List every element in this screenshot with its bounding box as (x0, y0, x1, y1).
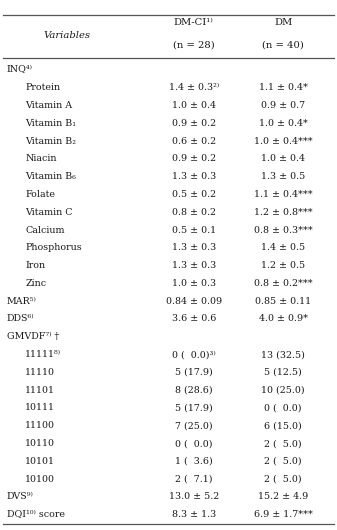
Text: 0 (  0.0): 0 ( 0.0) (175, 439, 213, 448)
Text: 5 (17.9): 5 (17.9) (175, 403, 213, 412)
Text: INQ⁴⁾: INQ⁴⁾ (7, 65, 33, 74)
Text: 10110: 10110 (25, 439, 55, 448)
Text: DDS⁶⁾: DDS⁶⁾ (7, 314, 34, 323)
Text: 1.1 ± 0.4*: 1.1 ± 0.4* (258, 83, 308, 92)
Text: 2 (  5.0): 2 ( 5.0) (264, 457, 302, 466)
Text: Variables: Variables (44, 31, 91, 40)
Text: Iron: Iron (25, 261, 45, 270)
Text: 15.2 ± 4.9: 15.2 ± 4.9 (258, 492, 308, 501)
Text: 0.9 ± 0.2: 0.9 ± 0.2 (172, 154, 216, 163)
Text: 0.85 ± 0.11: 0.85 ± 0.11 (255, 297, 311, 306)
Text: 1.0 ± 0.4***: 1.0 ± 0.4*** (254, 137, 312, 146)
Text: 1.0 ± 0.4: 1.0 ± 0.4 (261, 154, 305, 163)
Text: (n = 28): (n = 28) (173, 41, 215, 49)
Text: DVS⁹⁾: DVS⁹⁾ (7, 492, 34, 501)
Text: DQI¹⁰⁾ score: DQI¹⁰⁾ score (7, 510, 65, 519)
Text: 0.9 ± 0.2: 0.9 ± 0.2 (172, 119, 216, 128)
Text: 10111: 10111 (25, 403, 55, 412)
Text: 4.0 ± 0.9*: 4.0 ± 0.9* (258, 314, 308, 323)
Text: Phosphorus: Phosphorus (25, 243, 82, 252)
Text: 5 (12.5): 5 (12.5) (264, 368, 302, 377)
Text: 2 (  7.1): 2 ( 7.1) (175, 475, 213, 484)
Text: Calcium: Calcium (25, 225, 65, 234)
Text: 2 (  5.0): 2 ( 5.0) (264, 475, 302, 484)
Text: 6 (15.0): 6 (15.0) (264, 421, 302, 430)
Text: 1 (  3.6): 1 ( 3.6) (175, 457, 213, 466)
Text: 8 (28.6): 8 (28.6) (175, 386, 213, 395)
Text: 10101: 10101 (25, 457, 55, 466)
Text: 1.4 ± 0.5: 1.4 ± 0.5 (261, 243, 305, 252)
Text: (n = 40): (n = 40) (262, 41, 304, 49)
Text: Protein: Protein (25, 83, 60, 92)
Text: Folate: Folate (25, 190, 55, 199)
Text: 1.2 ± 0.8***: 1.2 ± 0.8*** (254, 208, 312, 217)
Text: Vitamin C: Vitamin C (25, 208, 73, 217)
Text: 0.8 ± 0.3***: 0.8 ± 0.3*** (254, 225, 312, 234)
Text: GMVDF⁷⁾ †: GMVDF⁷⁾ † (7, 332, 59, 341)
Text: 10 (25.0): 10 (25.0) (261, 386, 305, 395)
Text: 0.8 ± 0.2***: 0.8 ± 0.2*** (254, 279, 312, 288)
Text: 11100: 11100 (25, 421, 55, 430)
Text: Vitamin A: Vitamin A (25, 101, 72, 110)
Text: 11101: 11101 (25, 386, 55, 395)
Text: 0.8 ± 0.2: 0.8 ± 0.2 (172, 208, 216, 217)
Text: 7 (25.0): 7 (25.0) (175, 421, 213, 430)
Text: DM-CI¹⁾: DM-CI¹⁾ (174, 19, 214, 27)
Text: DM: DM (274, 19, 292, 27)
Text: 1.0 ± 0.3: 1.0 ± 0.3 (172, 279, 216, 288)
Text: MAR⁵⁾: MAR⁵⁾ (7, 297, 37, 306)
Text: Niacin: Niacin (25, 154, 57, 163)
Text: 13.0 ± 5.2: 13.0 ± 5.2 (168, 492, 219, 501)
Text: 8.3 ± 1.3: 8.3 ± 1.3 (172, 510, 216, 519)
Text: Vitamin B₂: Vitamin B₂ (25, 137, 76, 146)
Text: 1.4 ± 0.3²⁾: 1.4 ± 0.3²⁾ (168, 83, 219, 92)
Text: Vitamin B₆: Vitamin B₆ (25, 172, 76, 181)
Text: 1.3 ± 0.3: 1.3 ± 0.3 (172, 172, 216, 181)
Text: 1.3 ± 0.5: 1.3 ± 0.5 (261, 172, 305, 181)
Text: 6.9 ± 1.7***: 6.9 ± 1.7*** (254, 510, 312, 519)
Text: 1.1 ± 0.4***: 1.1 ± 0.4*** (254, 190, 312, 199)
Text: 1.0 ± 0.4: 1.0 ± 0.4 (172, 101, 216, 110)
Text: 0.5 ± 0.2: 0.5 ± 0.2 (172, 190, 216, 199)
Text: 3.6 ± 0.6: 3.6 ± 0.6 (172, 314, 216, 323)
Text: 10100: 10100 (25, 475, 55, 484)
Text: 0.5 ± 0.1: 0.5 ± 0.1 (172, 225, 216, 234)
Text: 13 (32.5): 13 (32.5) (261, 350, 305, 359)
Text: 1.3 ± 0.3: 1.3 ± 0.3 (172, 243, 216, 252)
Text: 0 (  0.0)³⁾: 0 ( 0.0)³⁾ (172, 350, 216, 359)
Text: 0.84 ± 0.09: 0.84 ± 0.09 (166, 297, 222, 306)
Text: 11111⁸⁾: 11111⁸⁾ (25, 350, 61, 359)
Text: 0.6 ± 0.2: 0.6 ± 0.2 (172, 137, 216, 146)
Text: Zinc: Zinc (25, 279, 47, 288)
Text: 1.2 ± 0.5: 1.2 ± 0.5 (261, 261, 305, 270)
Text: 1.3 ± 0.3: 1.3 ± 0.3 (172, 261, 216, 270)
Text: 11110: 11110 (25, 368, 55, 377)
Text: 0 (  0.0): 0 ( 0.0) (264, 403, 302, 412)
Text: 5 (17.9): 5 (17.9) (175, 368, 213, 377)
Text: 1.0 ± 0.4*: 1.0 ± 0.4* (258, 119, 308, 128)
Text: Vitamin B₁: Vitamin B₁ (25, 119, 76, 128)
Text: 0.9 ± 0.7: 0.9 ± 0.7 (261, 101, 305, 110)
Text: 2 (  5.0): 2 ( 5.0) (264, 439, 302, 448)
